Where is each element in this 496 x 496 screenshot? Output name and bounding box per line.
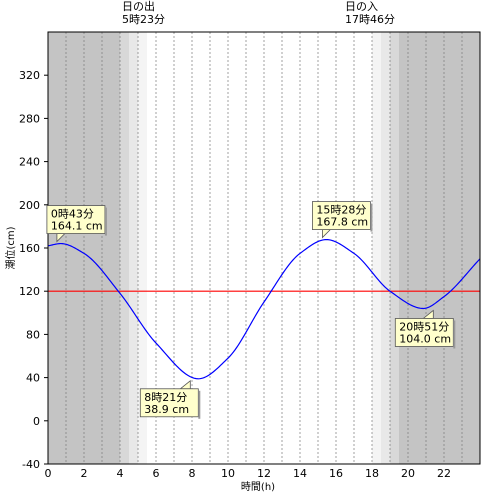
callout-time: 8時21分 (144, 391, 187, 404)
sunrise-time: 5時23分 (122, 13, 165, 26)
x-tick-label: 10 (221, 467, 235, 480)
y-tick-label: -40 (22, 458, 40, 471)
y-tick-label: 120 (19, 285, 40, 298)
y-tick-label: 280 (19, 112, 40, 125)
x-tick-label: 20 (401, 467, 415, 480)
night-band (390, 32, 399, 464)
x-tick-label: 18 (365, 467, 379, 480)
y-tick-marks (44, 74, 48, 465)
y-axis-title: 潮位(cm) (4, 226, 17, 269)
tide-curve (47, 238, 481, 380)
callout-box (139, 388, 199, 418)
night-band (372, 32, 381, 464)
x-tick-label: 16 (329, 467, 343, 480)
callout-pointer (322, 229, 332, 239)
x-tick-labels: 0 2 4 6 8 10 12 14 16 18 20 22 (45, 467, 452, 480)
x-tick-label: 12 (257, 467, 271, 480)
callout-pointer (179, 379, 191, 390)
y-tick-label: 160 (19, 242, 40, 255)
night-band (129, 32, 138, 464)
callout-box (394, 318, 454, 347)
x-tick-label: 6 (153, 467, 160, 480)
night-band (120, 32, 129, 464)
y-tick-label: 240 (19, 156, 40, 169)
x-tick-label: 22 (437, 467, 451, 480)
callout-value: 167.8 cm (316, 216, 368, 229)
callout-shadow (453, 320, 456, 349)
callout-time: 0時43分 (51, 208, 94, 221)
x-tick-label: 0 (45, 467, 52, 480)
callout-box (312, 201, 371, 230)
callout-shadow (104, 207, 107, 236)
x-tick-label: 8 (189, 467, 196, 480)
callout-value: 164.1 cm (51, 220, 103, 233)
night-band (399, 32, 480, 464)
callout-time: 15時28分 (316, 204, 366, 217)
sunset-time: 17時46分 (345, 13, 395, 26)
plot-frame (47, 31, 481, 465)
night-band (138, 32, 147, 464)
sunset-label: 日の入 (345, 0, 378, 13)
x-axis-title: 時間(h) (241, 481, 275, 493)
callout-time: 20時51分 (399, 320, 449, 333)
x-tick-label: 14 (293, 467, 307, 480)
x-tick-label: 4 (117, 467, 124, 480)
y-tick-labels: -40 0 40 80 120 160 200 240 280 320 (19, 69, 40, 471)
callout-shadow (198, 390, 201, 419)
y-tick-label: 320 (19, 69, 40, 82)
callout-box (46, 205, 106, 234)
night-band (381, 32, 390, 464)
callout-value: 38.9 cm (144, 403, 189, 416)
y-tick-label: 200 (19, 199, 40, 212)
y-tick-label: 80 (26, 328, 40, 341)
x-tick-label: 2 (81, 467, 88, 480)
y-tick-label: 0 (33, 415, 40, 428)
callout-value: 104.0 cm (399, 332, 451, 345)
y-tick-label: 40 (26, 372, 40, 385)
sunrise-label: 日の出 (122, 0, 155, 13)
callout-shadow (370, 203, 373, 232)
